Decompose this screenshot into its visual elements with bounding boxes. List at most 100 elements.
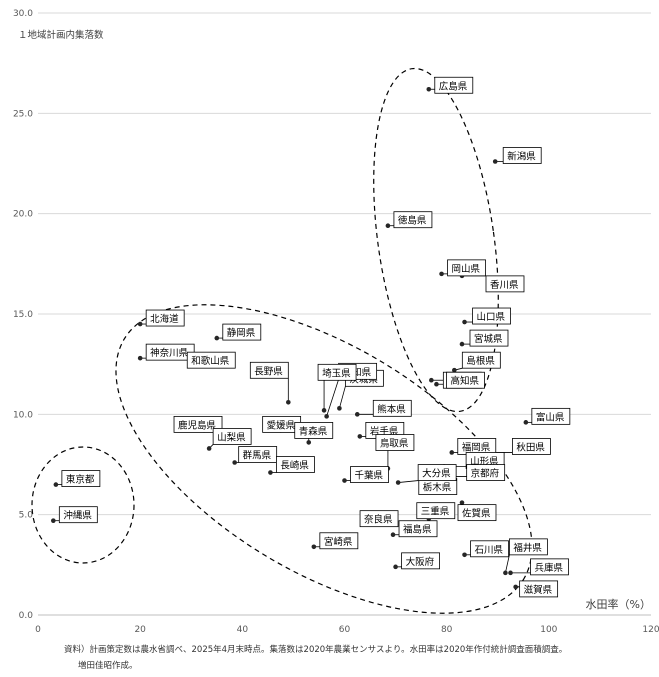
y-tick-label: 10.0 — [13, 410, 33, 420]
data-label-box — [372, 399, 412, 417]
data-label-box — [212, 428, 252, 445]
data-label: 神奈川県 — [145, 343, 195, 361]
data-label-text: 新潟県 — [507, 150, 536, 162]
data-label-text: 石川県 — [475, 545, 504, 556]
data-label-box — [58, 506, 98, 524]
data-label-box — [61, 470, 101, 487]
data-label: 石川県 — [470, 540, 509, 558]
data-label-box — [319, 532, 359, 550]
leader-line — [326, 379, 340, 417]
data-point — [354, 412, 360, 417]
data-point — [342, 478, 347, 483]
data-point — [429, 377, 434, 383]
data-label-box — [502, 147, 542, 164]
data-label: 熊本県 — [372, 399, 412, 417]
data-label-box — [173, 415, 223, 433]
data-point — [137, 355, 143, 361]
data-label-box — [294, 422, 334, 439]
data-point — [393, 564, 398, 570]
data-label: 福島県 — [398, 520, 438, 538]
data-label-box — [276, 456, 315, 473]
data-label-box — [186, 351, 236, 369]
gridlines — [38, 12, 651, 516]
data-label-text: 岡山県 — [452, 264, 481, 275]
y-axis-title: １地域計画内集落数 — [18, 29, 104, 41]
data-point — [306, 440, 312, 445]
data-label: 宮城県 — [469, 329, 509, 347]
data-label-box — [472, 307, 511, 325]
data-label-box — [519, 580, 559, 598]
data-label-text: 秋田県 — [516, 441, 545, 453]
data-label-text: 三重県 — [421, 506, 450, 518]
data-point — [523, 420, 529, 425]
leader-line — [398, 480, 419, 483]
data-label-text: 北海道 — [150, 313, 179, 325]
data-point — [439, 271, 444, 277]
data-point — [434, 381, 439, 387]
data-label: 千葉県 — [350, 466, 389, 483]
data-label-text: 千葉県 — [355, 470, 384, 482]
outline-mid-group — [115, 304, 533, 614]
leader-line — [505, 554, 510, 573]
y-tick-label: 30.0 — [13, 9, 33, 19]
data-label-text: 大分県 — [422, 468, 451, 480]
data-label-text: 福島県 — [403, 524, 432, 536]
data-label: 岡山県 — [447, 259, 486, 277]
data-label-text: 高知県 — [450, 375, 479, 387]
data-label-text: 山口県 — [477, 312, 506, 323]
data-label-box — [317, 363, 357, 381]
data-label-text: 群馬県 — [243, 449, 272, 461]
data-point — [268, 470, 273, 475]
data-label: 埼玉県 — [317, 363, 357, 381]
axes: 0.0 5.0 10.0 15.0 20.0 25.0 30.0 0 20 40 60 80 100 12… — [13, 9, 659, 635]
data-label: 北海道 — [145, 309, 185, 327]
data-label-text: 鹿児島県 — [178, 419, 217, 431]
data-label-text: 山梨県 — [217, 431, 246, 443]
data-label-box — [350, 466, 389, 483]
data-point — [462, 552, 467, 558]
data-point — [53, 482, 59, 487]
data-label-box — [393, 211, 433, 229]
data-label-box — [238, 446, 278, 463]
data-point — [232, 460, 237, 465]
data-label: 青森県 — [294, 422, 334, 439]
data-point — [321, 408, 327, 413]
x-tick-label: 0 — [35, 625, 41, 635]
data-label-text: 島根県 — [466, 355, 495, 367]
data-label-text: 佐賀県 — [462, 508, 491, 520]
data-label-box — [530, 558, 569, 576]
data-label-box — [416, 502, 456, 520]
outline-urban-group — [31, 446, 135, 564]
data-label: 長野県 — [249, 361, 289, 379]
data-point — [390, 532, 396, 538]
group-outlines — [31, 67, 533, 614]
data-label-box — [469, 329, 509, 347]
data-label-text: 栃木県 — [423, 482, 452, 494]
footnote-source: 資料）計画策定数は農水省調べ、2025年4月末時点。集落数は2020年農業センサ… — [64, 645, 568, 655]
data-label-box — [375, 434, 415, 451]
scatter-plot: 0.0 5.0 10.0 15.0 20.0 25.0 30.0 0 20 40 60 80 100 12… — [13, 9, 659, 635]
data-point — [508, 570, 513, 576]
x-tick-label: 40 — [237, 625, 249, 635]
data-label-box — [447, 259, 486, 277]
data-point — [492, 159, 498, 164]
data-point — [513, 584, 518, 590]
data-label: 京都府 — [466, 464, 506, 481]
data-label: 山梨県 — [212, 428, 252, 445]
y-tick-label: 5.0 — [19, 511, 34, 521]
data-label-text: 青森県 — [299, 425, 328, 437]
data-label: 宮崎県 — [319, 532, 359, 550]
y-tick-label: 0.0 — [19, 611, 34, 621]
data-label-text: 長野県 — [254, 366, 283, 377]
data-label-text: 香川県 — [490, 280, 519, 291]
data-label-box — [417, 464, 457, 481]
data-label: 奈良県 — [359, 510, 399, 528]
data-label: 福岡県 — [457, 438, 497, 455]
data-label-box — [446, 371, 485, 389]
data-label-box — [466, 464, 506, 481]
data-label-text: 沖縄県 — [63, 510, 92, 522]
data-label-box — [434, 76, 474, 94]
data-label-box — [249, 361, 289, 379]
y-tick-label: 25.0 — [13, 109, 33, 119]
